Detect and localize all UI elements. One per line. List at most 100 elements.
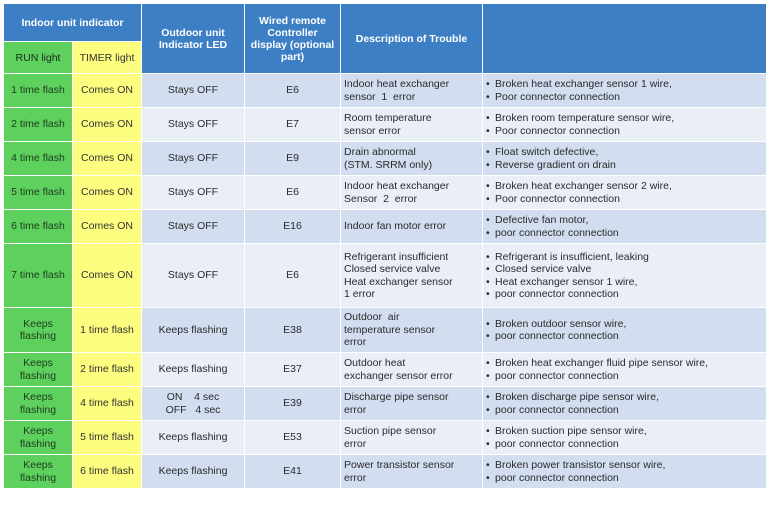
run-light-cell: Keeps flashing xyxy=(3,352,73,387)
trouble-cause-cell: Broken outdoor sensor wire,poor connecto… xyxy=(482,307,768,353)
timer-light-cell: Comes ON xyxy=(71,175,143,210)
trouble-cause-cell: Broken heat exchanger sensor 2 wire,Poor… xyxy=(482,175,768,210)
outdoor-led-cell: ON 4 sec OFF 4 sec xyxy=(141,386,246,421)
table-row: Keeps flashing 4 time flash ON 4 sec OFF 4 … xyxy=(3,386,768,421)
timer-light-header: TIMER light xyxy=(71,41,143,74)
run-light-cell: Keeps flashing xyxy=(3,386,73,421)
outdoor-led-cell: Stays OFF xyxy=(141,209,246,244)
table-row: 1 time flash Comes ON Stays OFF E6 Indoor he… xyxy=(3,73,768,108)
description-header: Description of Trouble xyxy=(340,3,484,74)
cause-item: Broken suction pipe sensor wire, xyxy=(486,425,763,438)
trouble-description-cell: Outdoor heat exchanger sensor error xyxy=(340,352,484,387)
timer-light-cell: 6 time flash xyxy=(71,454,143,489)
error-code-cell: E7 xyxy=(244,107,342,142)
error-code-cell: E38 xyxy=(244,307,342,353)
error-code-cell: E6 xyxy=(244,175,342,210)
table-row: Keeps flashing 1 time flash Keeps flashing… xyxy=(3,307,768,353)
cause-item: Broken room temperature sensor wire, xyxy=(486,112,763,125)
outdoor-led-cell: Stays OFF xyxy=(141,107,246,142)
cause-item: Broken heat exchanger sensor 2 wire, xyxy=(486,180,763,193)
trouble-cause-cell: Broken power transistor sensor wire,poor… xyxy=(482,454,768,489)
trouble-cause-cell: Defective fan motor,poor connector conne… xyxy=(482,209,768,244)
trouble-cause-cell: Float switch defective,Reverse gradient … xyxy=(482,141,768,176)
trouble-cause-cell: Broken suction pipe sensor wire,poor con… xyxy=(482,420,768,455)
cause-item: poor connector connection xyxy=(486,404,763,417)
cause-item: poor connector connection xyxy=(486,370,763,383)
error-code-cell: E16 xyxy=(244,209,342,244)
error-code-cell: E41 xyxy=(244,454,342,489)
cause-item: Poor connector connection xyxy=(486,125,763,138)
table-row: Keeps flashing 2 time flash Keeps flashing… xyxy=(3,352,768,387)
error-code-cell: E9 xyxy=(244,141,342,176)
error-code-cell: E6 xyxy=(244,243,342,308)
timer-light-cell: 4 time flash xyxy=(71,386,143,421)
trouble-cause-cell: Refrigerant is insufficient, leakingClos… xyxy=(482,243,768,308)
table-row: 6 time flash Comes ON Stays OFF E16 Indoor f… xyxy=(3,209,768,244)
cause-item: poor connector connection xyxy=(486,330,763,343)
run-light-cell: 5 time flash xyxy=(3,175,73,210)
timer-light-cell: 2 time flash xyxy=(71,352,143,387)
outdoor-led-header: Outdoor unit Indicator LED xyxy=(141,3,246,74)
timer-light-cell: Comes ON xyxy=(71,243,143,308)
table-row: 7 time flash Comes ON Stays OFF E6 Refrigera… xyxy=(3,243,768,308)
error-code-cell: E6 xyxy=(244,73,342,108)
trouble-description-cell: Indoor fan motor error xyxy=(340,209,484,244)
table-row: 2 time flash Comes ON Stays OFF E7 Room temp… xyxy=(3,107,768,142)
cause-item: poor connector connection xyxy=(486,227,763,240)
cause-item: Broken heat exchanger sensor 1 wire, xyxy=(486,78,763,91)
table-row: Keeps flashing 5 time flash Keeps flashing… xyxy=(3,420,768,455)
table-row: 4 time flash Comes ON Stays OFF E9 Drain abn… xyxy=(3,141,768,176)
outdoor-led-cell: Stays OFF xyxy=(141,243,246,308)
cause-item: poor connector connection xyxy=(486,288,763,301)
outdoor-led-cell: Stays OFF xyxy=(141,141,246,176)
trouble-cause-cell: Broken discharge pipe sensor wire,poor c… xyxy=(482,386,768,421)
table-row: 5 time flash Comes ON Stays OFF E6 Indoor he… xyxy=(3,175,768,210)
timer-light-cell: 5 time flash xyxy=(71,420,143,455)
trouble-cause-cell: Broken heat exchanger sensor 1 wire,Poor… xyxy=(482,73,768,108)
trouble-cause-cell: Broken heat exchanger fluid pipe sensor … xyxy=(482,352,768,387)
outdoor-led-cell: Keeps flashing xyxy=(141,420,246,455)
outdoor-led-cell: Stays OFF xyxy=(141,175,246,210)
run-light-cell: 6 time flash xyxy=(3,209,73,244)
run-light-header: RUN light xyxy=(3,41,73,74)
error-code-cell: E37 xyxy=(244,352,342,387)
trouble-description-cell: Discharge pipe sensor error xyxy=(340,386,484,421)
cause-item: Poor connector connection xyxy=(486,91,763,104)
indoor-unit-indicator-header: Indoor unit indicator xyxy=(2,3,143,42)
trouble-description-cell: Indoor heat exchanger Sensor 2 error xyxy=(340,175,484,210)
run-light-cell: Keeps flashing xyxy=(3,307,73,353)
run-light-cell: 1 time flash xyxy=(3,73,73,108)
timer-light-cell: Comes ON xyxy=(71,141,143,176)
table-row: Keeps flashing 6 time flash Keeps flashing… xyxy=(3,454,768,489)
cause-item: Closed service valve xyxy=(486,263,763,276)
timer-light-cell: 1 time flash xyxy=(71,307,143,353)
cause-item: Poor connector connection xyxy=(486,193,763,206)
wired-remote-header: Wired remote Controller display (optiona… xyxy=(244,3,342,74)
run-light-cell: 2 time flash xyxy=(3,107,73,142)
trouble-cause-cell: Broken room temperature sensor wire,Poor… xyxy=(482,107,768,142)
run-light-cell: Keeps flashing xyxy=(3,454,73,489)
trouble-description-cell: Drain abnormal (STM. SRRM only) xyxy=(340,141,484,176)
run-light-cell: 7 time flash xyxy=(3,243,73,308)
trouble-description-cell: Suction pipe sensor error xyxy=(340,420,484,455)
cause-item: Defective fan motor, xyxy=(486,214,763,227)
cause-header xyxy=(482,3,768,74)
trouble-description-cell: Refrigerant insufficient Closed service v… xyxy=(340,243,484,308)
cause-item: Broken power transistor sensor wire, xyxy=(486,459,763,472)
cause-item: Broken discharge pipe sensor wire, xyxy=(486,391,763,404)
trouble-description-cell: Room temperature sensor error xyxy=(340,107,484,142)
run-light-cell: 4 time flash xyxy=(3,141,73,176)
trouble-rows: 1 time flash Comes ON Stays OFF E6 Indoor he… xyxy=(3,73,768,489)
timer-light-cell: Comes ON xyxy=(71,107,143,142)
trouble-description-cell: Power transistor sensor error xyxy=(340,454,484,489)
outdoor-led-cell: Keeps flashing xyxy=(141,352,246,387)
trouble-description-cell: Outdoor air temperature sensor error xyxy=(340,307,484,353)
cause-item: poor connector connection xyxy=(486,472,763,485)
cause-item: Broken heat exchanger fluid pipe sensor … xyxy=(486,357,763,370)
outdoor-led-cell: Keeps flashing xyxy=(141,307,246,353)
run-light-cell: Keeps flashing xyxy=(3,420,73,455)
timer-light-cell: Comes ON xyxy=(71,209,143,244)
trouble-code-table: Indoor unit indicator Outdoor unit Indic… xyxy=(2,3,768,489)
cause-item: Refrigerant is insufficient, leaking xyxy=(486,251,763,264)
cause-item: Broken outdoor sensor wire, xyxy=(486,318,763,331)
